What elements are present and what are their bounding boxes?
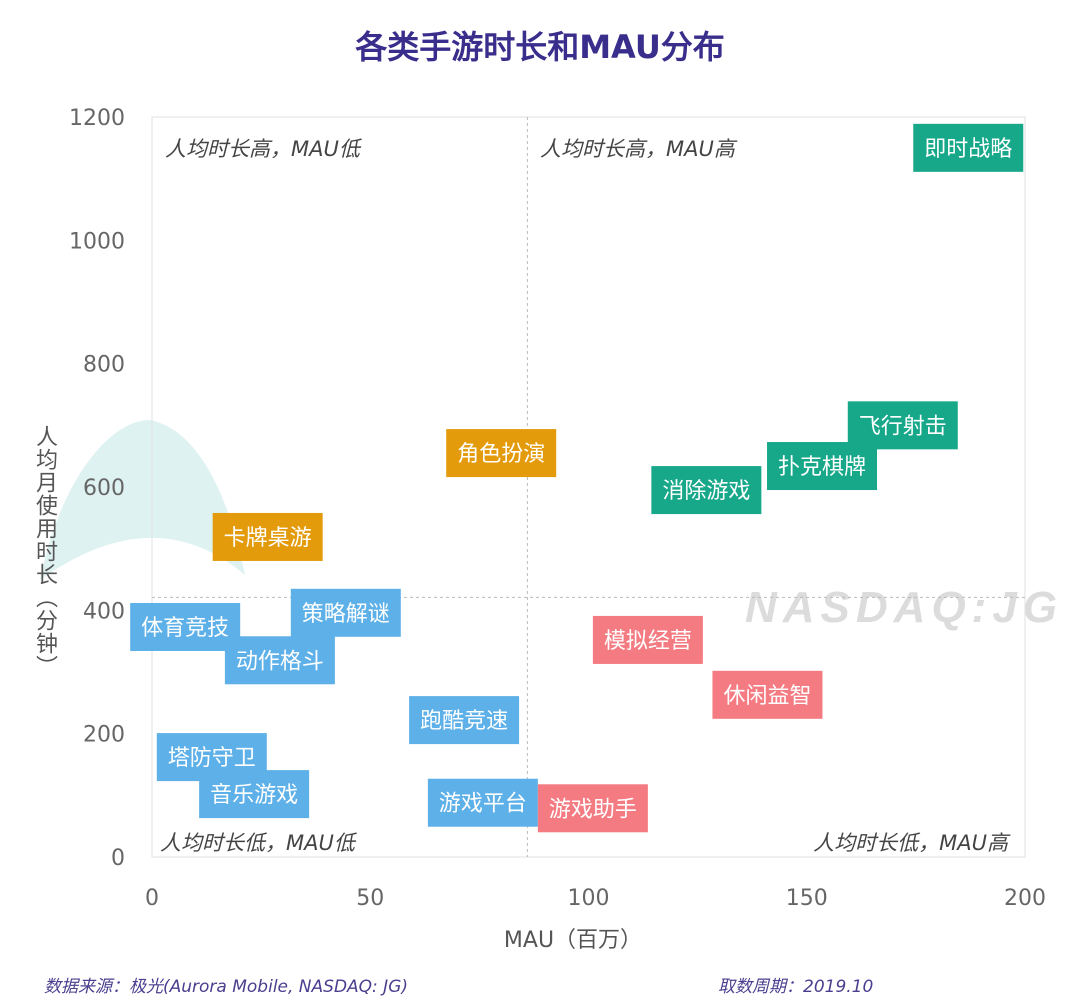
data-point-label: 跑酷竞速 xyxy=(420,709,508,734)
data-point-label: 消除游戏 xyxy=(662,479,750,504)
data-point-box xyxy=(224,636,335,685)
period-note: 取数周期：2019.10 xyxy=(718,977,874,997)
quadrant-label-top-right: 人均时长高，MAU高 xyxy=(540,137,738,161)
data-point-box xyxy=(712,670,823,719)
data-point-label: 扑克棋牌 xyxy=(778,455,866,480)
y-tick-label: 200 xyxy=(83,723,125,748)
source-note: 数据来源：极光(Aurora Mobile, NASDAQ: JG) xyxy=(44,977,408,997)
data-point-label: 模拟经营 xyxy=(604,629,692,654)
data-point-label: 动作格斗 xyxy=(236,649,324,674)
data-point-label: 音乐游戏 xyxy=(210,783,298,808)
data-point-box xyxy=(409,696,520,745)
x-tick-label: 50 xyxy=(356,886,384,911)
data-point-box xyxy=(767,442,878,491)
y-tick-label: 1200 xyxy=(69,106,125,131)
x-tick-label: 100 xyxy=(568,886,610,911)
data-point-box xyxy=(290,588,401,637)
data-point-label: 游戏平台 xyxy=(439,792,527,817)
watermark-logo-shape xyxy=(40,420,245,580)
chart-title: 各类手游时长和MAU分布 xyxy=(355,28,725,66)
y-axis-label: 人均月使用时长（分钟） xyxy=(32,425,57,678)
x-tick-label: 200 xyxy=(1004,886,1046,911)
data-point-label: 飞行射击 xyxy=(859,414,947,439)
data-point-box xyxy=(130,602,241,651)
data-point-box xyxy=(537,784,648,833)
x-tick-label: 0 xyxy=(145,886,159,911)
plot-frame xyxy=(151,116,1026,858)
data-point-label: 游戏助手 xyxy=(549,797,637,822)
y-tick-label: 800 xyxy=(83,353,125,378)
x-tick-label: 150 xyxy=(786,886,828,911)
data-point-label: 卡牌桌游 xyxy=(224,526,312,551)
data-point-box xyxy=(847,401,958,450)
data-point-label: 角色扮演 xyxy=(457,442,545,467)
quadrant-label-bottom-right: 人均时长低，MAU高 xyxy=(813,831,1011,855)
x-axis-label: MAU（百万） xyxy=(503,928,643,953)
data-point-label: 体育竞技 xyxy=(141,616,229,641)
y-tick-label: 0 xyxy=(111,846,125,871)
data-point-label: 休闲益智 xyxy=(723,684,811,709)
data-point-box xyxy=(913,123,1024,172)
data-point-box xyxy=(651,466,762,515)
quadrant-label-bottom-left: 人均时长低，MAU低 xyxy=(160,831,358,855)
quadrant-label-top-left: 人均时长高，MAU低 xyxy=(165,137,363,161)
data-point-box xyxy=(427,778,538,827)
data-point-box xyxy=(446,429,557,478)
data-point-box xyxy=(592,615,703,664)
y-tick-label: 400 xyxy=(83,599,125,624)
data-point-box xyxy=(199,770,310,819)
watermark-nasdaq-text: NASDAQ:JG xyxy=(745,583,1063,632)
data-point-box xyxy=(212,512,323,561)
data-point-label: 塔防守卫 xyxy=(168,746,256,771)
y-tick-label: 600 xyxy=(83,476,125,501)
y-tick-label: 1000 xyxy=(69,229,125,254)
data-point-label: 即时战略 xyxy=(924,137,1012,162)
data-point-label: 策略解谜 xyxy=(302,602,390,627)
